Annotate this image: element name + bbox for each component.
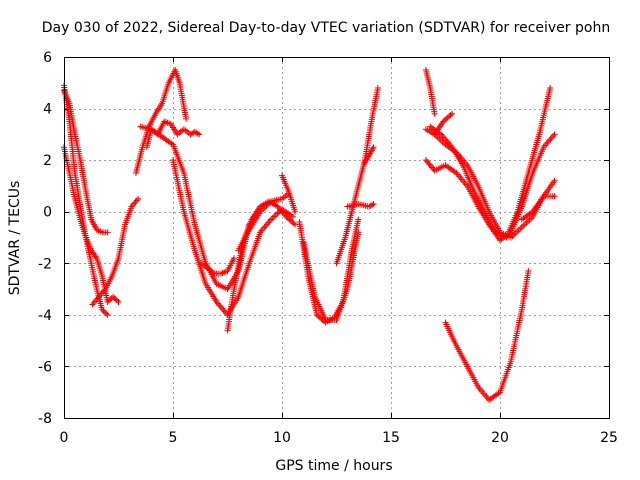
data-point [318, 315, 325, 322]
x-tick-label: 25 [600, 430, 618, 446]
data-point [547, 84, 554, 91]
data-point [196, 131, 203, 138]
series-arc-23 [431, 110, 456, 138]
data-point [316, 314, 323, 321]
series-arc-13 [279, 172, 299, 215]
data-point [431, 110, 438, 117]
data-point [551, 193, 558, 200]
data-point [289, 219, 296, 226]
data-point [370, 144, 377, 151]
series-arc-15 [300, 229, 362, 324]
data-point [183, 115, 190, 122]
plot-frame [64, 57, 610, 419]
data-point [355, 216, 362, 223]
data-point [231, 255, 238, 262]
y-tick-label: 2 [43, 153, 52, 169]
data-point [441, 117, 448, 124]
chart-title: Day 030 of 2022, Sidereal Day-to-day VTE… [42, 20, 610, 36]
data-point [369, 201, 376, 208]
data-point [292, 208, 299, 215]
data-point [105, 297, 112, 304]
y-tick-label: 4 [43, 102, 52, 118]
data-point [449, 110, 456, 117]
grid-lines [64, 57, 609, 418]
x-tick-label: 10 [273, 430, 291, 446]
data-point [135, 195, 142, 202]
data-point [443, 115, 450, 122]
data-point [440, 118, 447, 125]
data-point [104, 229, 111, 236]
x-tick-label: 5 [169, 430, 178, 446]
data-point [104, 311, 111, 318]
data-point [551, 177, 558, 184]
data-point [374, 84, 381, 91]
data-point [103, 310, 110, 317]
data-point [194, 130, 201, 137]
data-point [115, 298, 122, 305]
data-series [61, 66, 558, 403]
data-point [104, 298, 111, 305]
series-arc-3 [61, 87, 111, 236]
data-point [290, 220, 297, 227]
axis-ticks: 0 5 10 15 20 25 -8 -6 -4 -2 0 2 4 6 [38, 50, 618, 446]
series-arc-22 [427, 84, 554, 241]
series-arc-4 [89, 195, 142, 308]
series-arc-19 [422, 66, 438, 117]
data-point [107, 296, 114, 303]
series-arc-5 [132, 66, 190, 177]
data-point [447, 112, 454, 119]
y-tick-label: -6 [38, 359, 52, 375]
series-arc-12 [257, 206, 296, 236]
y-tick-label: -8 [38, 411, 52, 427]
data-point [315, 313, 322, 320]
series-arc-6 [143, 118, 203, 151]
data-point [110, 293, 117, 300]
y-tick-label: -2 [38, 256, 52, 272]
data-point [370, 200, 377, 207]
x-tick-label: 15 [382, 430, 400, 446]
series-arc-8 [170, 157, 264, 318]
x-axis-label: GPS time / hours [275, 458, 392, 474]
data-point [99, 306, 106, 313]
data-point [114, 297, 121, 304]
series-arc-24 [442, 268, 532, 403]
data-point [100, 307, 107, 314]
series-arc-25 [518, 193, 558, 223]
data-point [525, 268, 532, 275]
data-point [355, 229, 362, 236]
data-point [287, 217, 294, 224]
x-tick-label: 20 [491, 430, 509, 446]
data-point [101, 309, 108, 316]
y-tick-label: 6 [43, 50, 52, 66]
x-tick-label: 0 [60, 430, 69, 446]
y-axis-label: SDTVAR / TECUs [7, 181, 23, 296]
y-tick-label: 0 [43, 205, 52, 221]
data-point [286, 216, 293, 223]
series-arc-2 [61, 144, 111, 318]
data-point [551, 131, 558, 138]
series-arc-18 [361, 144, 377, 166]
y-tick-label: -4 [38, 308, 52, 324]
data-point [444, 114, 451, 121]
data-point [112, 296, 119, 303]
series-arc-9 [198, 255, 238, 277]
data-point [313, 311, 320, 318]
data-point [446, 113, 453, 120]
data-point [289, 213, 296, 220]
series-arc-17 [344, 200, 377, 210]
data-point [111, 295, 118, 302]
